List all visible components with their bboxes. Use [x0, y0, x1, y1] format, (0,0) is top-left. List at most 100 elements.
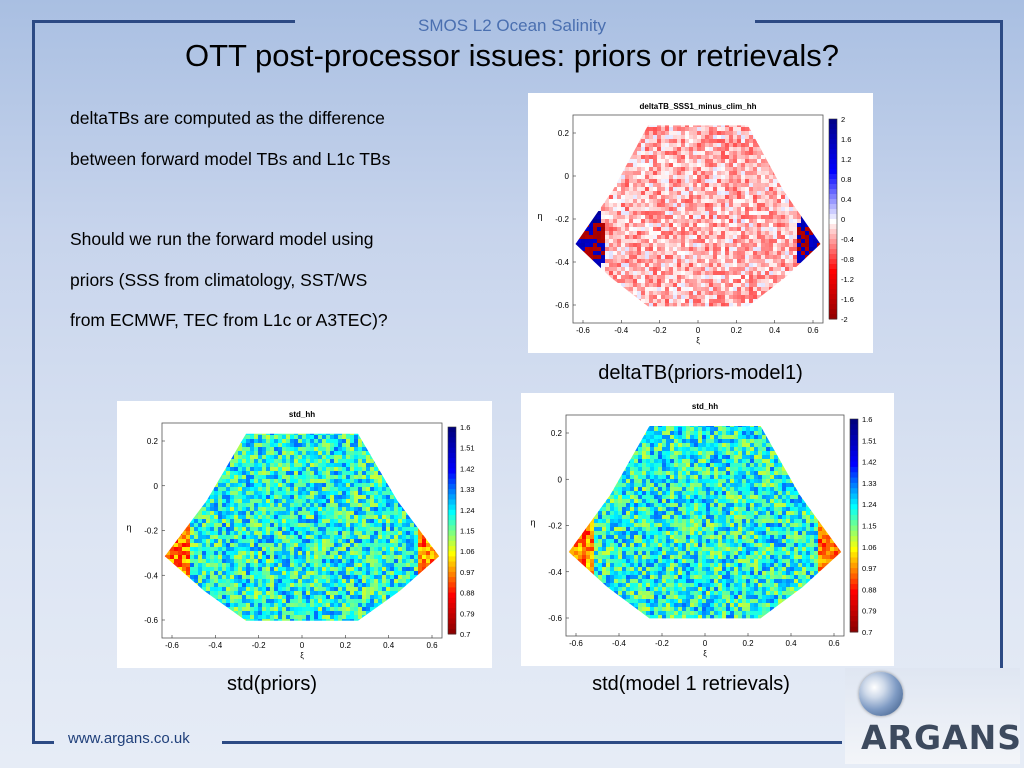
x-tick-label: -0.2: [655, 639, 669, 648]
y-tick-label: 0: [154, 482, 159, 491]
std-priors-plot: std_hh -0.6 -0.4 -0.2 0 0.2 0.4 0.6 ξ 0.2 0 -0.2 -0.…: [117, 401, 492, 668]
y-axis-label: η: [537, 211, 542, 221]
y-tick-label: -0.2: [144, 527, 158, 536]
x-tick-label: -0.2: [653, 326, 667, 335]
x-tick-label: 0.2: [731, 326, 743, 335]
colorbar-tick-label: 1.42: [862, 458, 877, 467]
colorbar-tick-label: 0.88: [460, 589, 475, 598]
x-tick-label: 0.6: [807, 326, 819, 335]
colorbar-tick-label: 1.33: [862, 479, 877, 488]
colorbar-tick-label: 0.79: [460, 609, 475, 618]
x-tick-label: 0.6: [426, 641, 438, 650]
colorbar-tick-label: 1.24: [460, 506, 475, 515]
y-tick-label: -0.6: [144, 616, 158, 625]
para2-line1: Should we run the forward model using: [70, 229, 374, 249]
colorbar-tick-label: 0.7: [460, 630, 470, 639]
colorbar-tick-label: -2: [841, 315, 848, 324]
y-tick-label: 0: [558, 475, 563, 484]
colorbar-tick-label: 1.06: [460, 547, 475, 556]
y-axis-label: η: [126, 523, 131, 533]
frame-left-line: [32, 20, 35, 744]
colorbar-tick-label: 1.24: [862, 500, 877, 509]
y-tick-label: -0.4: [144, 571, 158, 580]
plot-title: deltaTB_SSS1_minus_clim_hh: [640, 102, 757, 111]
frame-top-left-line: [32, 20, 295, 23]
y-tick-label: 0.2: [558, 129, 570, 138]
frame-top-right-line: [755, 20, 1003, 23]
colorbar-tick-label: 1.15: [862, 522, 877, 531]
colorbar: [828, 118, 838, 320]
plot-field: [568, 426, 842, 619]
x-axis-label: ξ: [300, 651, 304, 660]
colorbar-tick-label: 0.7: [862, 628, 872, 637]
colorbar-tick-label: -0.4: [841, 235, 854, 244]
para1-line2: between forward model TBs and L1c TBs: [70, 148, 391, 169]
std-model-plot-svg: std_hh -0.6 -0.4 -0.2 0 0.2 0.4 0.6 ξ 0.2 0 -0.2 -0.…: [530, 402, 877, 658]
y-tick-label: -0.6: [548, 614, 562, 623]
delta-tb-plot-svg: deltaTB_SSS1_minus_clim_hh -0.6 -0.4 -0.2 0 0…: [537, 102, 854, 345]
std-model-caption: std(model 1 retrievals): [592, 673, 790, 695]
y-tick-label: -0.4: [548, 568, 562, 577]
delta-tb-plot: deltaTB_SSS1_minus_clim_hh -0.6 -0.4 -0.2 0 0…: [528, 93, 873, 353]
x-tick-label: -0.6: [569, 639, 583, 648]
x-tick-label: 0: [696, 326, 701, 335]
x-tick-label: -0.2: [252, 641, 266, 650]
colorbar-tick-label: 2: [841, 115, 845, 124]
colorbar-tick-label: 0.79: [862, 607, 877, 616]
std-priors-caption: std(priors): [226, 673, 317, 695]
x-tick-label: 0.2: [742, 639, 754, 648]
colorbar-tick-label: 1.51: [862, 436, 877, 445]
brand-title: SMOS L2 Ocean Salinity: [417, 16, 607, 35]
colorbar: [849, 418, 859, 633]
y-tick-label: 0.2: [147, 437, 159, 446]
colorbar-tick-label: 1.15: [460, 527, 475, 536]
colorbar-tick-label: 0.8: [841, 175, 851, 184]
std-model-plot: std_hh -0.6 -0.4 -0.2 0 0.2 0.4 0.6 ξ 0.2 0 -0.2 -0.…: [521, 393, 894, 666]
colorbar-tick-label: 0.97: [460, 568, 475, 577]
plot-title: std_hh: [692, 402, 718, 411]
x-tick-label: 0.6: [828, 639, 840, 648]
colorbar-tick-label: 1.51: [460, 444, 475, 453]
y-tick-label: -0.4: [555, 258, 569, 267]
plot-field: [575, 125, 821, 307]
x-axis-label: ξ: [703, 649, 707, 658]
colorbar-tick-label: 1.6: [841, 135, 851, 144]
colorbar-tick-label: 1.33: [460, 485, 475, 494]
colorbar-tick-label: 1.6: [862, 415, 872, 424]
colorbar-tick-label: -1.6: [841, 295, 854, 304]
y-tick-label: 0.2: [551, 429, 563, 438]
para2-line2: priors (SSS from climatology, SST/WS: [70, 269, 368, 290]
x-tick-label: -0.4: [208, 641, 222, 650]
colorbar-tick-label: -1.2: [841, 275, 854, 284]
x-tick-label: 0: [703, 639, 708, 648]
argans-logo: ARGANS: [845, 668, 1022, 764]
frame-bottom-left-line: [32, 741, 54, 744]
footer-url-link[interactable]: www.argans.co.uk: [68, 730, 190, 747]
argans-logo-text: ARGANS: [861, 718, 1022, 757]
colorbar-tick-label: 0.88: [862, 585, 877, 594]
colorbar: [447, 426, 457, 635]
x-tick-label: -0.4: [612, 639, 626, 648]
std-priors-plot-svg: std_hh -0.6 -0.4 -0.2 0 0.2 0.4 0.6 ξ 0.2 0 -0.2 -0.…: [126, 410, 475, 660]
y-tick-label: 0: [565, 172, 570, 181]
colorbar-tick-label: 0.4: [841, 195, 851, 204]
x-tick-label: -0.4: [614, 326, 628, 335]
plot-title: std_hh: [289, 410, 315, 419]
frame-bottom-right-line: [222, 741, 842, 744]
y-axis-label: η: [530, 518, 535, 528]
colorbar-tick-label: 0.97: [862, 564, 877, 573]
colorbar-tick-label: 1.06: [862, 543, 877, 552]
colorbar-tick-label: 1.2: [841, 155, 851, 164]
globe-icon: [859, 672, 903, 716]
plot-field: [164, 433, 440, 621]
para2-line3: from ECMWF, TEC from L1c or A3TEC)?: [70, 310, 388, 330]
y-tick-label: -0.2: [555, 215, 569, 224]
x-tick-label: -0.6: [576, 326, 590, 335]
x-axis-label: ξ: [696, 336, 700, 345]
x-tick-label: 0: [300, 641, 305, 650]
delta-tb-caption: deltaTB(priors-model1): [598, 362, 803, 384]
colorbar-tick-label: 0: [841, 215, 845, 224]
page-title: OTT post-processor issues: priors or ret…: [184, 38, 840, 73]
y-tick-label: -0.2: [548, 522, 562, 531]
y-tick-label: -0.6: [555, 301, 569, 310]
